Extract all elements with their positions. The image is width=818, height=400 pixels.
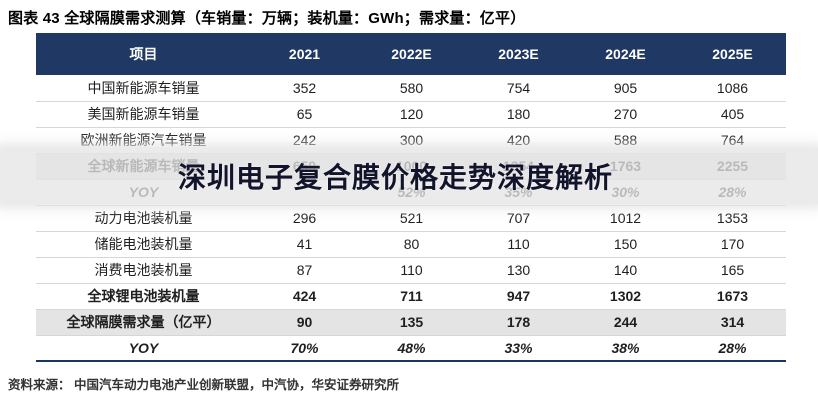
cell-value: 135 xyxy=(358,309,465,336)
cell-value: 170 xyxy=(679,231,786,258)
row-label: 储能电池装机量 xyxy=(36,231,251,258)
cell-value: 110 xyxy=(358,257,465,284)
watermark-text: 深圳电子复合膜价格走势深度解析 xyxy=(178,162,614,193)
header-2025e: 2025E xyxy=(679,33,786,75)
table-row-global-lithium: 全球锂电池装机量 424 711 947 1302 1673 xyxy=(36,283,786,310)
cell-value: 1302 xyxy=(572,283,679,310)
watermark-overlay: 深圳电子复合膜价格走势深度解析 xyxy=(0,148,818,204)
header-item-column: 项目 xyxy=(36,33,251,75)
row-label: 全球锂电池装机量 xyxy=(36,283,251,310)
cell-value: 165 xyxy=(679,257,786,284)
table-row-demand-yoy: YOY 70% 48% 33% 38% 28% xyxy=(36,335,786,362)
cell-value: 48% xyxy=(358,335,465,362)
header-2024e: 2024E xyxy=(572,33,679,75)
row-label: 全球隔膜需求量（亿平） xyxy=(36,309,251,336)
cell-value: 80 xyxy=(358,231,465,258)
cell-value: 33% xyxy=(465,335,572,362)
cell-value: 405 xyxy=(679,101,786,128)
cell-value: 87 xyxy=(251,257,358,284)
cell-value: 180 xyxy=(465,101,572,128)
cell-value: 38% xyxy=(572,335,679,362)
cell-value: 1673 xyxy=(679,283,786,310)
table-row-us-nev: 美国新能源车销量 65 120 180 270 405 xyxy=(36,101,786,128)
row-label: 美国新能源车销量 xyxy=(36,101,251,128)
cell-value: 754 xyxy=(465,75,572,102)
cell-value: 28% xyxy=(679,335,786,362)
header-2021: 2021 xyxy=(251,33,358,75)
cell-value: 178 xyxy=(465,309,572,336)
cell-value: 711 xyxy=(358,283,465,310)
cell-value: 1086 xyxy=(679,75,786,102)
cell-value: 707 xyxy=(465,205,572,232)
cell-value: 150 xyxy=(572,231,679,258)
row-label: 中国新能源车销量 xyxy=(36,75,251,102)
header-row: 项目 2021 2022E 2023E 2024E 2025E xyxy=(36,33,786,75)
cell-value: 580 xyxy=(358,75,465,102)
header-2023e: 2023E xyxy=(465,33,572,75)
cell-value: 947 xyxy=(465,283,572,310)
cell-value: 110 xyxy=(465,231,572,258)
cell-value: 140 xyxy=(572,257,679,284)
source-note: 资料来源： 中国汽车动力电池产业创新联盟，中汽协，华安证券研究所 xyxy=(8,378,399,392)
cell-value: 65 xyxy=(251,101,358,128)
table-row-power-battery: 动力电池装机量 296 521 707 1012 1353 xyxy=(36,205,786,232)
cell-value: 244 xyxy=(572,309,679,336)
cell-value: 1353 xyxy=(679,205,786,232)
cell-value: 521 xyxy=(358,205,465,232)
table-row-consumer-battery: 消费电池装机量 87 110 130 140 165 xyxy=(36,257,786,284)
table-row-separator-demand: 全球隔膜需求量（亿平） 90 135 178 244 314 xyxy=(36,309,786,336)
cell-value: 352 xyxy=(251,75,358,102)
cell-value: 314 xyxy=(679,309,786,336)
cell-value: 120 xyxy=(358,101,465,128)
cell-value: 41 xyxy=(251,231,358,258)
figure-title: 图表 43 全球隔膜需求测算（车销量：万辆；装机量：GWh；需求量：亿平） xyxy=(8,10,526,27)
cell-value: 130 xyxy=(465,257,572,284)
table-row-storage-battery: 储能电池装机量 41 80 110 150 170 xyxy=(36,231,786,258)
table-row-china-nev: 中国新能源车销量 352 580 754 905 1086 xyxy=(36,75,786,102)
row-label: 动力电池装机量 xyxy=(36,205,251,232)
row-label: 消费电池装机量 xyxy=(36,257,251,284)
cell-value: 296 xyxy=(251,205,358,232)
table-body: 中国新能源车销量 352 580 754 905 1086 美国新能源车销量 6… xyxy=(36,75,786,362)
cell-value: 270 xyxy=(572,101,679,128)
table-header: 项目 2021 2022E 2023E 2024E 2025E xyxy=(36,33,786,75)
cell-value: 70% xyxy=(251,335,358,362)
cell-value: 424 xyxy=(251,283,358,310)
cell-value: 1012 xyxy=(572,205,679,232)
row-label: YOY xyxy=(36,335,251,362)
header-2022e: 2022E xyxy=(358,33,465,75)
cell-value: 90 xyxy=(251,309,358,336)
cell-value: 905 xyxy=(572,75,679,102)
